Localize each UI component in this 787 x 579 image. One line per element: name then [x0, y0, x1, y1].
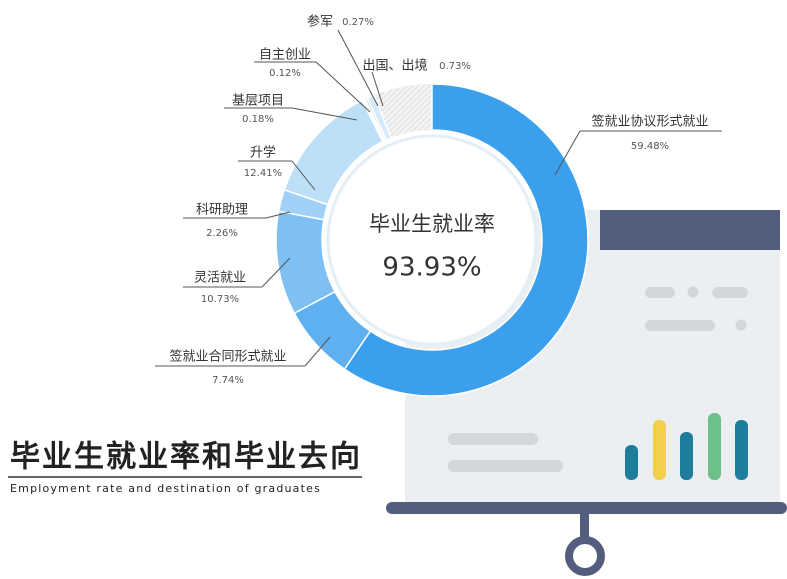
value-label: 59.48%	[631, 141, 669, 152]
value-label: 7.74%	[212, 375, 244, 386]
inner-circle	[326, 134, 538, 346]
value-label: 0.27%	[342, 17, 374, 28]
segment	[366, 94, 392, 141]
category-label: 自主创业	[259, 48, 311, 63]
title: 毕业生就业率和毕业去向	[10, 440, 362, 475]
value-label: 12.41%	[244, 168, 282, 179]
category-label: 参军	[307, 14, 333, 30]
leader-line	[371, 71, 384, 107]
leader-line	[265, 211, 291, 219]
value-label: 0.12%	[269, 68, 301, 79]
center-title: 毕业生就业率	[369, 212, 495, 236]
leader-line	[261, 257, 291, 288]
category-label: 签就业合同形式就业	[169, 349, 286, 365]
center-value: 93.93%	[382, 253, 481, 283]
category-label: 签就业协议形式就业	[591, 114, 708, 130]
segment	[343, 83, 589, 397]
leader-line	[554, 130, 581, 176]
leader-line	[304, 336, 331, 367]
value-label: 0.73%	[439, 61, 471, 72]
leader-line	[315, 61, 371, 113]
value-label: 10.73%	[201, 294, 239, 305]
category-label: 科研助理	[196, 203, 248, 218]
subtitle: Employment rate and destination of gradu…	[10, 482, 321, 495]
leader-line	[291, 160, 316, 191]
value-label: 2.26%	[206, 228, 238, 239]
category-label: 灵活就业	[194, 271, 246, 286]
value-label: 0.18%	[242, 114, 274, 125]
category-label: 基层项目	[232, 94, 284, 109]
category-label: 升学	[250, 145, 276, 161]
leader-line	[337, 29, 379, 107]
leader-line	[291, 107, 358, 121]
category-label: 出国、出境	[362, 59, 427, 74]
